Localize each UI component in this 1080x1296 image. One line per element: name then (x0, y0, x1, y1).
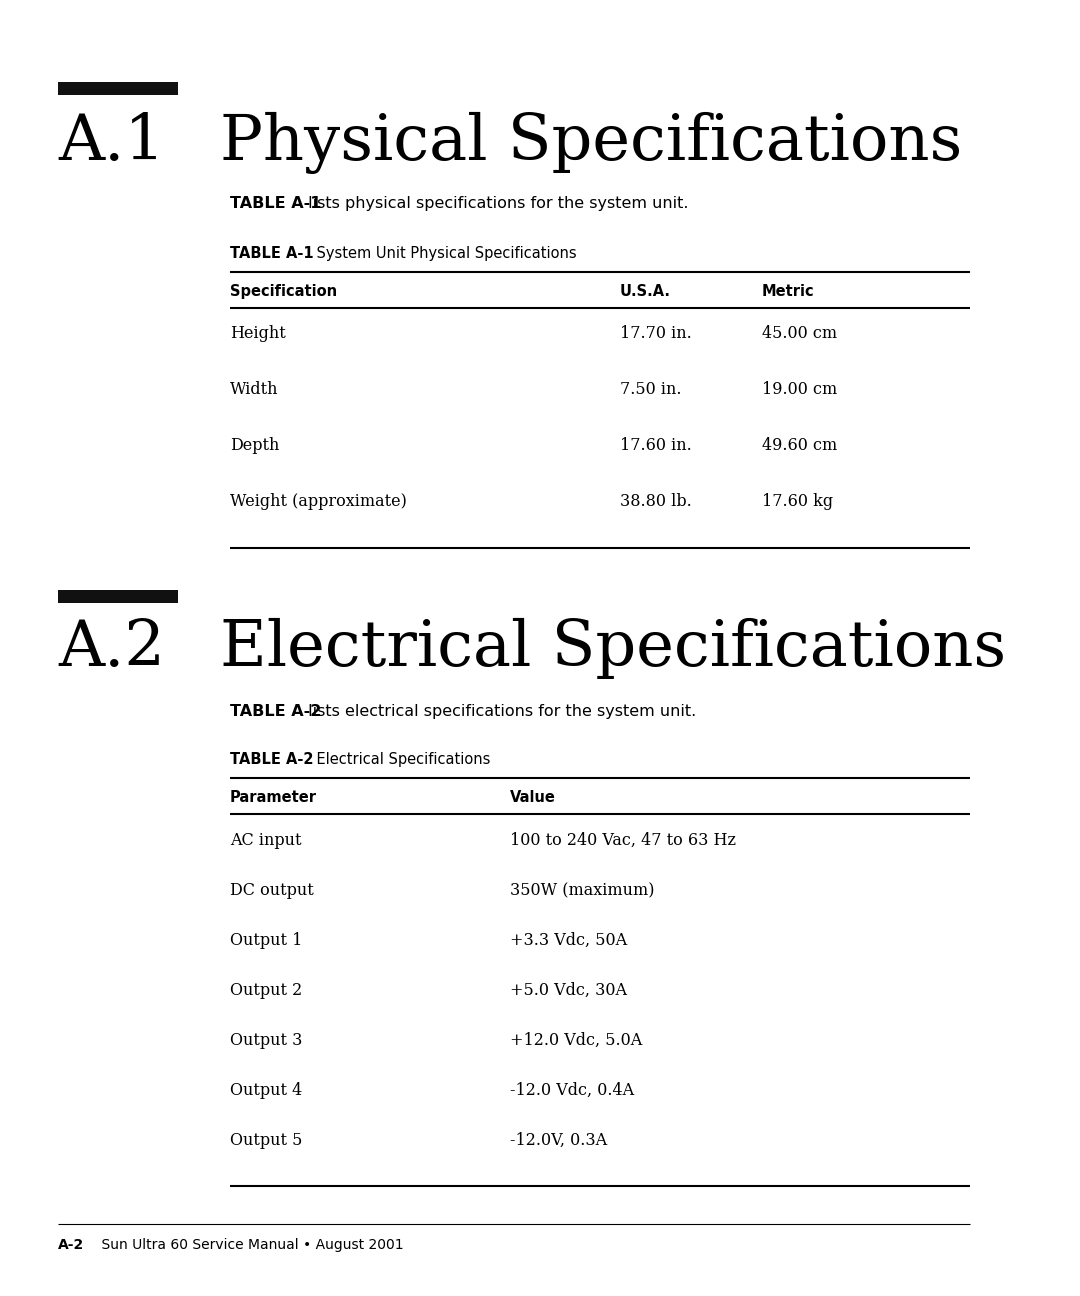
Text: Output 4: Output 4 (230, 1082, 302, 1099)
Text: Output 2: Output 2 (230, 982, 302, 999)
Text: +5.0 Vdc, 30A: +5.0 Vdc, 30A (510, 982, 627, 999)
Bar (58, 590, 178, 603)
Text: TABLE A-1: TABLE A-1 (230, 196, 322, 211)
Text: -12.0 Vdc, 0.4A: -12.0 Vdc, 0.4A (510, 1082, 634, 1099)
Text: U.S.A.: U.S.A. (620, 284, 671, 299)
Text: 17.70 in.: 17.70 in. (620, 325, 692, 342)
Text: DC output: DC output (230, 883, 314, 899)
Text: Physical Specifications: Physical Specifications (220, 111, 962, 174)
Text: System Unit Physical Specifications: System Unit Physical Specifications (298, 246, 577, 260)
Bar (58, 82, 178, 95)
Text: Value: Value (510, 791, 556, 805)
Text: Electrical Specifications: Electrical Specifications (220, 618, 1007, 679)
Text: Depth: Depth (230, 437, 280, 454)
Text: Weight (approximate): Weight (approximate) (230, 492, 407, 511)
Text: 19.00 cm: 19.00 cm (762, 381, 837, 398)
Text: Output 5: Output 5 (230, 1131, 302, 1150)
Text: 100 to 240 Vac, 47 to 63 Hz: 100 to 240 Vac, 47 to 63 Hz (510, 832, 735, 849)
Text: lists physical specifications for the system unit.: lists physical specifications for the sy… (303, 196, 689, 211)
Text: AC input: AC input (230, 832, 301, 849)
Text: 17.60 kg: 17.60 kg (762, 492, 833, 511)
Text: TABLE A-2: TABLE A-2 (230, 752, 313, 767)
Text: 49.60 cm: 49.60 cm (762, 437, 837, 454)
Text: A-2: A-2 (58, 1238, 84, 1252)
Text: Sun Ultra 60 Service Manual • August 2001: Sun Ultra 60 Service Manual • August 200… (84, 1238, 404, 1252)
Text: TABLE A-1: TABLE A-1 (230, 246, 313, 260)
Text: +3.3 Vdc, 50A: +3.3 Vdc, 50A (510, 932, 627, 949)
Text: Output 1: Output 1 (230, 932, 302, 949)
Text: Output 3: Output 3 (230, 1032, 302, 1048)
Text: Metric: Metric (762, 284, 814, 299)
Text: Width: Width (230, 381, 279, 398)
Text: 350W (maximum): 350W (maximum) (510, 883, 654, 899)
Text: Height: Height (230, 325, 286, 342)
Text: 17.60 in.: 17.60 in. (620, 437, 692, 454)
Text: Specification: Specification (230, 284, 337, 299)
Text: -12.0V, 0.3A: -12.0V, 0.3A (510, 1131, 607, 1150)
Text: +12.0 Vdc, 5.0A: +12.0 Vdc, 5.0A (510, 1032, 643, 1048)
Text: A.1: A.1 (58, 111, 165, 174)
Text: Electrical Specifications: Electrical Specifications (298, 752, 490, 767)
Text: Parameter: Parameter (230, 791, 318, 805)
Text: TABLE A-2: TABLE A-2 (230, 704, 322, 719)
Text: A.2: A.2 (58, 618, 165, 679)
Text: lists electrical specifications for the system unit.: lists electrical specifications for the … (303, 704, 697, 719)
Text: 45.00 cm: 45.00 cm (762, 325, 837, 342)
Text: 38.80 lb.: 38.80 lb. (620, 492, 692, 511)
Text: 7.50 in.: 7.50 in. (620, 381, 681, 398)
